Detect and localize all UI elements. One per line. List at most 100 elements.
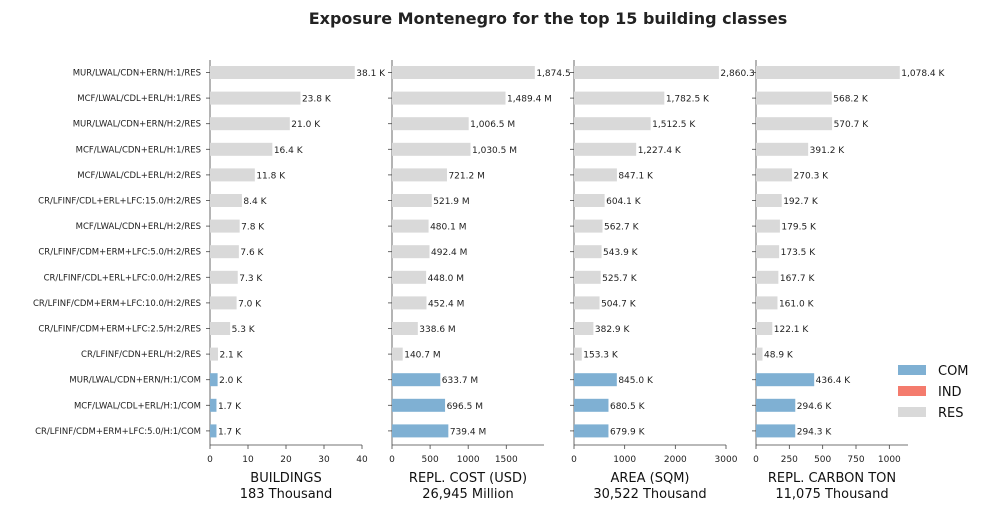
bar-res bbox=[574, 66, 719, 79]
legend-item-ind: IND bbox=[898, 385, 962, 400]
bar-res bbox=[574, 194, 605, 207]
category-label: CR/LFINF/CDM+ERM+LFC:5.0/H:2/RES bbox=[38, 248, 201, 258]
bar-res bbox=[210, 347, 218, 361]
value-label: 1,078.4 K bbox=[901, 69, 945, 79]
x-tick-label: 1000 bbox=[457, 455, 480, 465]
value-label: 521.9 M bbox=[433, 197, 469, 207]
x-tick-label: 0 bbox=[571, 455, 577, 465]
value-label: 179.5 K bbox=[781, 223, 817, 233]
bar-res bbox=[210, 322, 231, 335]
bar-res bbox=[392, 91, 506, 105]
legend-swatch bbox=[898, 407, 926, 417]
bar-res bbox=[756, 66, 900, 79]
value-label: 2.1 K bbox=[219, 351, 243, 361]
bar-res bbox=[392, 270, 427, 284]
bar-res bbox=[574, 322, 594, 335]
bar-res bbox=[392, 322, 418, 335]
bar-res bbox=[756, 296, 778, 310]
legend-label: IND bbox=[938, 385, 962, 400]
value-label: 2,860.3 bbox=[720, 69, 754, 79]
bar-com bbox=[756, 424, 796, 438]
bar-res bbox=[756, 117, 833, 131]
bar-com bbox=[756, 398, 796, 412]
value-label: 173.5 K bbox=[781, 248, 817, 258]
value-label: 847.1 K bbox=[618, 171, 654, 181]
value-label: 192.7 K bbox=[783, 197, 819, 207]
category-label: MUR/LWAL/CDN+ERN/H:1/RES bbox=[73, 69, 201, 79]
value-label: 633.7 M bbox=[442, 376, 478, 386]
chart-title: Exposure Montenegro for the top 15 build… bbox=[309, 9, 788, 28]
bar-res bbox=[756, 322, 773, 335]
x-axis-label: AREA (SQM) bbox=[610, 471, 689, 486]
bar-res bbox=[210, 142, 273, 156]
value-label: 122.1 K bbox=[774, 325, 810, 335]
bar-com bbox=[392, 424, 449, 438]
category-label: MUR/LWAL/CDN+ERN/H:2/RES bbox=[73, 120, 201, 130]
category-label: CR/LFINF/CDL+ERL+LFC:15.0/H:2/RES bbox=[38, 197, 201, 207]
bar-res bbox=[756, 270, 779, 284]
value-label: 480.1 M bbox=[430, 223, 466, 233]
value-label: 167.7 K bbox=[780, 274, 816, 284]
x-tick-label: 1000 bbox=[878, 455, 901, 465]
bar-res bbox=[210, 117, 290, 131]
x-tick-label: 40 bbox=[356, 455, 368, 465]
value-label: 570.7 K bbox=[834, 120, 870, 130]
panel-total: 11,075 Thousand bbox=[775, 487, 888, 502]
x-tick-label: 0 bbox=[389, 455, 395, 465]
bar-res bbox=[574, 245, 602, 259]
value-label: 2.0 K bbox=[219, 376, 243, 386]
value-label: 525.7 K bbox=[602, 274, 638, 284]
value-label: 8.4 K bbox=[243, 197, 267, 207]
category-label: CR/LFINF/CDM+ERM+LFC:2.5/H:2/RES bbox=[38, 325, 201, 335]
value-label: 294.3 K bbox=[797, 427, 833, 437]
bar-res bbox=[574, 142, 637, 156]
value-label: 568.2 K bbox=[833, 95, 869, 105]
bar-res bbox=[574, 91, 665, 105]
x-tick-label: 750 bbox=[847, 455, 864, 465]
value-label: 680.5 K bbox=[610, 402, 646, 412]
value-label: 448.0 M bbox=[428, 274, 464, 284]
bar-res bbox=[574, 296, 600, 310]
value-label: 11.8 K bbox=[256, 171, 286, 181]
bar-com bbox=[574, 398, 609, 412]
value-label: 492.4 M bbox=[431, 248, 467, 258]
bar-res bbox=[210, 194, 242, 207]
panel-total: 30,522 Thousand bbox=[593, 487, 706, 502]
bar-res bbox=[756, 142, 809, 156]
x-tick-label: 1500 bbox=[495, 455, 518, 465]
chart-panels: 38.1 K MUR/LWAL/CDN+ERN/H:1/RES 23.8 K MCF/… bbox=[33, 60, 945, 502]
x-axis-label: REPL. COST (USD) bbox=[409, 471, 527, 486]
value-label: 1,489.4 M bbox=[507, 95, 552, 105]
x-axis-label: REPL. CARBON TON bbox=[768, 471, 896, 486]
value-label: 1,006.5 M bbox=[470, 120, 515, 130]
value-label: 294.6 K bbox=[797, 402, 833, 412]
value-label: 604.1 K bbox=[606, 197, 642, 207]
value-label: 7.3 K bbox=[239, 274, 263, 284]
value-label: 436.4 K bbox=[816, 376, 852, 386]
category-label: CR/LFINF/CDM+ERM+LFC:10.0/H:2/RES bbox=[33, 299, 201, 309]
value-label: 504.7 K bbox=[601, 299, 637, 309]
bar-res bbox=[574, 270, 601, 284]
x-axis-label: BUILDINGS bbox=[250, 471, 321, 486]
category-label: MUR/LWAL/CDN+ERN/H:1/COM bbox=[69, 376, 201, 386]
value-label: 16.4 K bbox=[274, 146, 304, 156]
value-label: 382.9 K bbox=[595, 325, 631, 335]
bar-com bbox=[210, 424, 217, 438]
value-label: 1,782.5 K bbox=[666, 95, 710, 105]
category-label: MCF/LWAL/CDN+ERL/H:2/RES bbox=[76, 222, 201, 232]
value-label: 543.9 K bbox=[603, 248, 639, 258]
value-label: 739.4 M bbox=[450, 427, 486, 437]
bar-res bbox=[756, 245, 780, 259]
legend-swatch bbox=[898, 386, 926, 396]
legend: COM IND RES bbox=[898, 364, 969, 421]
bar-res bbox=[392, 347, 403, 361]
legend-label: COM bbox=[938, 364, 969, 379]
value-label: 270.3 K bbox=[794, 171, 830, 181]
value-label: 1,030.5 M bbox=[472, 146, 517, 156]
value-label: 338.6 M bbox=[419, 325, 455, 335]
bar-res bbox=[756, 194, 782, 207]
bar-com bbox=[574, 424, 609, 438]
value-label: 153.3 K bbox=[583, 351, 619, 361]
bar-com bbox=[392, 398, 446, 412]
value-label: 1,227.4 K bbox=[638, 146, 682, 156]
